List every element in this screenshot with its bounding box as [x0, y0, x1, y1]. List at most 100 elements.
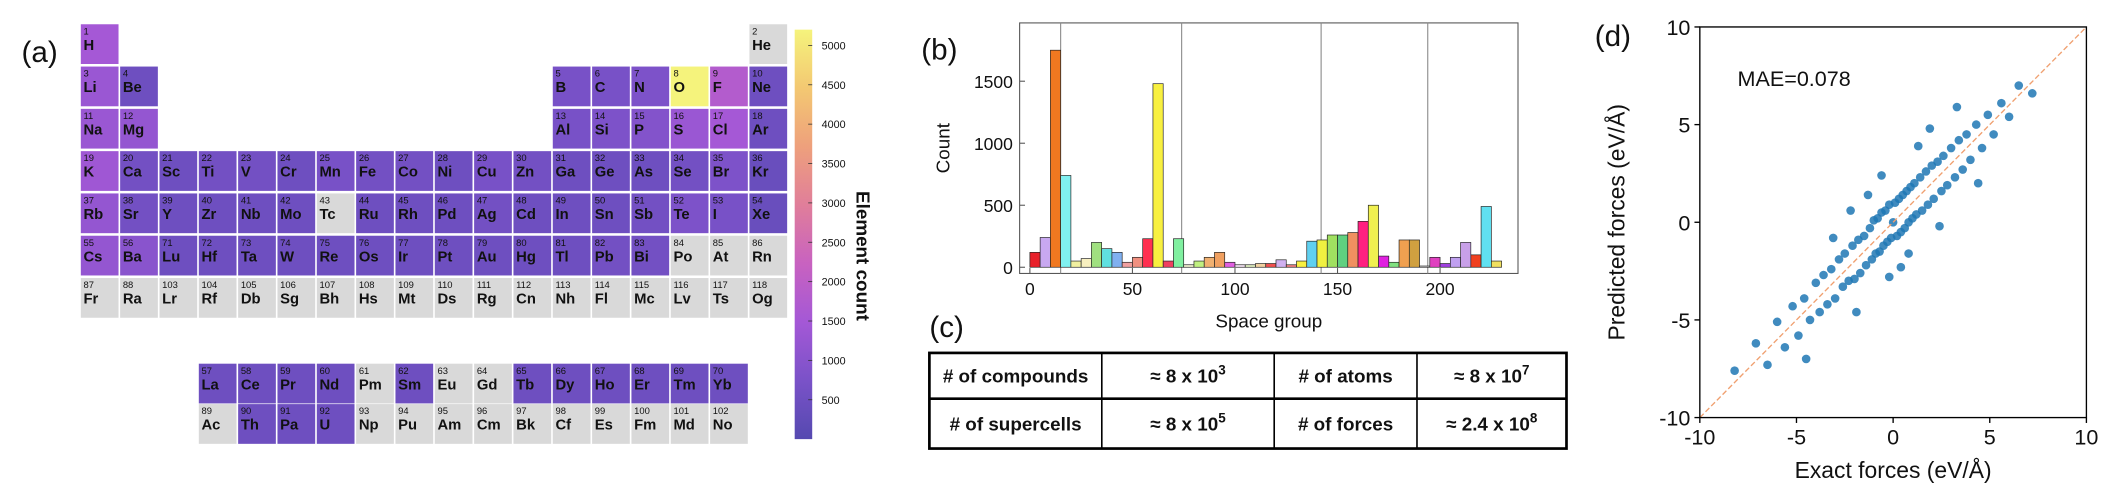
element-cell [316, 404, 355, 444]
atomic-number: 22 [202, 152, 212, 163]
bar [1378, 255, 1390, 268]
element-symbol: Mn [319, 165, 340, 181]
cell-text: ≈ 8 x 10 [1150, 366, 1218, 387]
atomic-number: 83 [634, 237, 644, 248]
element-symbol: Nh [555, 292, 575, 308]
atomic-number: 63 [437, 365, 447, 376]
element-symbol: Ag [477, 207, 497, 223]
element-cell [159, 235, 198, 276]
element-symbol: O [673, 80, 685, 96]
element-cell [316, 193, 355, 234]
scatter-point [1977, 143, 1987, 153]
atomic-number: 105 [241, 279, 257, 290]
element-cell [474, 151, 512, 191]
scatter-point [1973, 178, 1983, 188]
element-symbol: Cs [84, 249, 103, 265]
atomic-number: 10 [752, 68, 762, 79]
scatter-point [1861, 260, 1871, 270]
bar [1388, 261, 1400, 268]
element-cell [631, 193, 670, 234]
element-symbol: U [319, 418, 330, 434]
scatter-point [1997, 98, 2006, 108]
atomic-number: 58 [241, 365, 251, 376]
element-cell [80, 235, 119, 276]
scatter-point [1823, 299, 1832, 309]
bar [1337, 234, 1349, 268]
element-symbol: Ar [752, 122, 769, 138]
bar [1357, 221, 1369, 268]
atomic-number: 4 [123, 68, 128, 79]
element-cell [749, 193, 788, 234]
element-cell [552, 151, 591, 191]
element-symbol: Lu [162, 249, 180, 265]
element-symbol: Sr [123, 207, 139, 223]
element-symbol: Yb [713, 377, 732, 393]
scatter-point [1780, 342, 1790, 352]
element-cell [434, 235, 473, 276]
atomic-number: 45 [398, 195, 408, 206]
element-cell [356, 363, 394, 404]
y-axis-label: Count [933, 122, 954, 173]
element-symbol: Rb [84, 207, 104, 223]
bar [1265, 263, 1277, 268]
atomic-number: 72 [202, 237, 212, 248]
element-symbol: Re [319, 249, 338, 265]
element-cell [434, 404, 473, 444]
element-cell [238, 278, 276, 318]
element-symbol: Ca [123, 165, 143, 181]
element-cell [277, 235, 316, 276]
atomic-number: 41 [241, 195, 251, 206]
element-symbol: Ge [595, 165, 615, 181]
element-cell [474, 235, 512, 276]
element-cell [277, 193, 316, 234]
bar [1306, 240, 1318, 268]
scatter-point [1788, 301, 1797, 311]
element-cell [395, 363, 434, 404]
bar [1275, 259, 1287, 268]
element-symbol: Br [713, 165, 730, 181]
element-symbol: Kr [752, 165, 769, 181]
element-symbol: Mg [123, 122, 144, 138]
atomic-number: 87 [84, 279, 94, 290]
atomic-number: 30 [516, 152, 526, 163]
element-symbol: C [595, 80, 606, 96]
element-symbol: Ho [595, 377, 615, 393]
element-cell [80, 151, 119, 191]
y-tick-label: 0 [1678, 210, 1690, 235]
bar [1111, 252, 1123, 268]
element-cell [80, 193, 119, 234]
element-symbol: Al [555, 122, 570, 138]
bar [1101, 248, 1113, 268]
element-symbol: B [555, 80, 566, 96]
atomic-number: 32 [595, 152, 605, 163]
table-cell: # of atoms [1298, 366, 1392, 387]
table-cell: ≈ 8 x 107 [1454, 362, 1529, 386]
element-cell [434, 363, 473, 404]
element-cell [198, 151, 237, 191]
element-symbol: Cr [280, 165, 297, 181]
element-cell [316, 235, 355, 276]
atomic-number: 81 [555, 237, 565, 248]
atomic-number: 29 [477, 152, 487, 163]
scatter-point [1815, 307, 1824, 317]
atomic-number: 28 [437, 152, 447, 163]
atomic-number: 17 [713, 110, 723, 121]
colorbar-tick-label: 500 [822, 395, 840, 407]
element-cell [434, 193, 473, 234]
atomic-number: 43 [319, 195, 329, 206]
bar [1347, 232, 1359, 268]
bar [1460, 242, 1472, 268]
atomic-number: 49 [555, 195, 565, 206]
element-cell [474, 404, 512, 444]
y-axis-label: Predicted forces (eV/Å) [1603, 104, 1629, 340]
element-cell [670, 108, 709, 149]
colorbar-tick-label: 2500 [822, 237, 846, 249]
x-tick-label: -10 [1684, 425, 1715, 450]
element-symbol: Fm [634, 418, 656, 434]
atomic-number: 48 [516, 195, 526, 206]
table-border [928, 351, 1568, 450]
element-symbol: Bk [516, 418, 536, 434]
element-cell [710, 151, 748, 191]
colorbar [794, 29, 813, 440]
element-cell [592, 66, 630, 107]
